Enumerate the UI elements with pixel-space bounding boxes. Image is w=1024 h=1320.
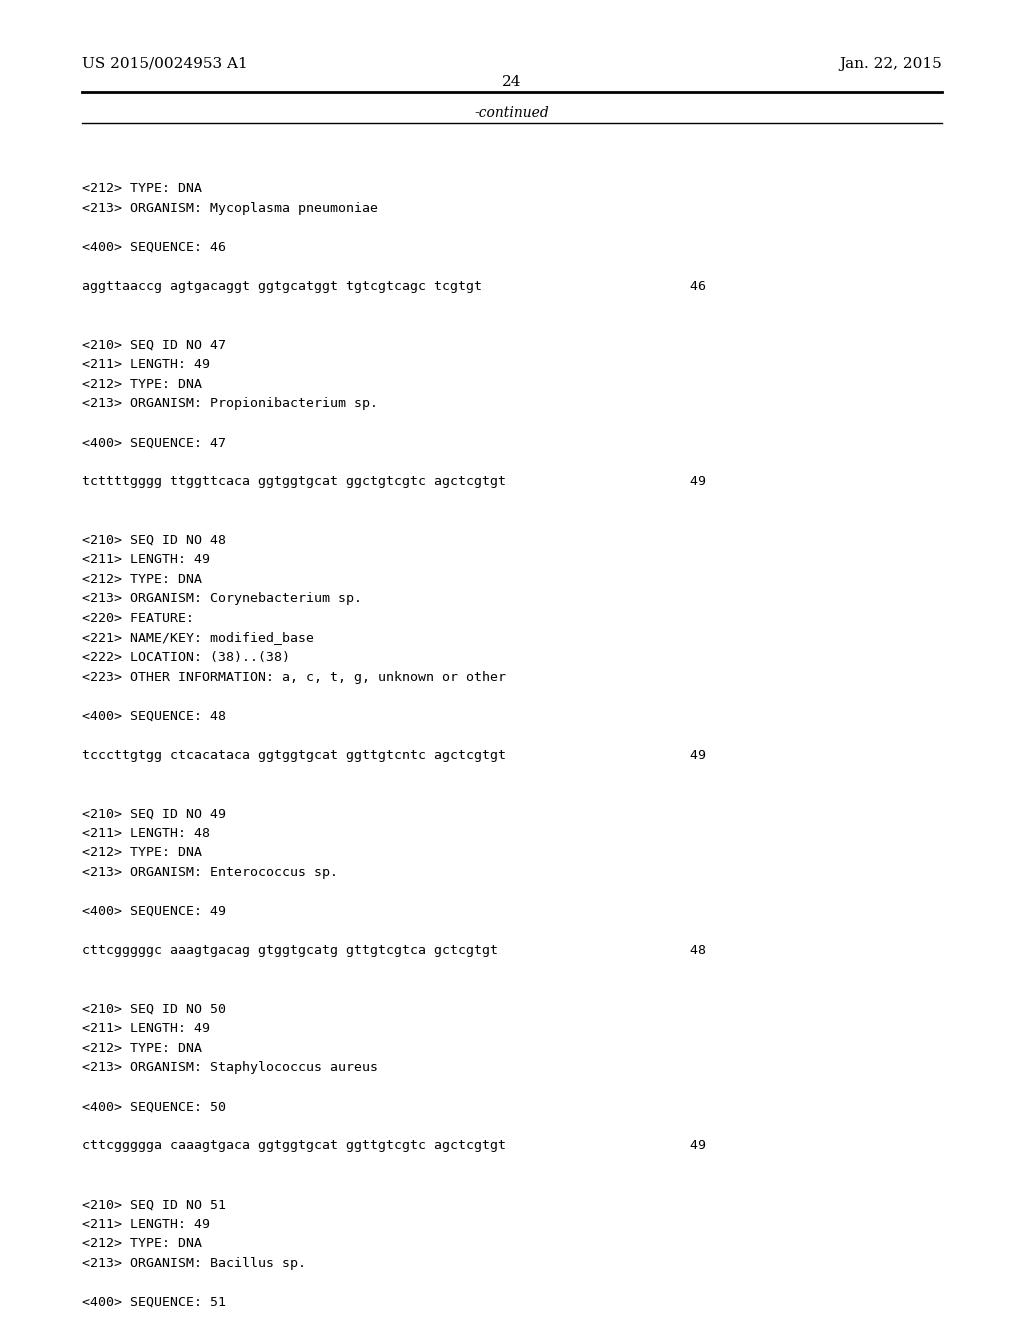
Text: aggttaaccg agtgacaggt ggtgcatggt tgtcgtcagc tcgtgt                          46: aggttaaccg agtgacaggt ggtgcatggt tgtcgtc…: [82, 280, 706, 293]
Text: <211> LENGTH: 49: <211> LENGTH: 49: [82, 358, 210, 371]
Text: <400> SEQUENCE: 46: <400> SEQUENCE: 46: [82, 240, 226, 253]
Text: <212> TYPE: DNA: <212> TYPE: DNA: [82, 846, 202, 859]
Text: <212> TYPE: DNA: <212> TYPE: DNA: [82, 182, 202, 195]
Text: <211> LENGTH: 49: <211> LENGTH: 49: [82, 553, 210, 566]
Text: <221> NAME/KEY: modified_base: <221> NAME/KEY: modified_base: [82, 631, 314, 644]
Text: <213> ORGANISM: Enterococcus sp.: <213> ORGANISM: Enterococcus sp.: [82, 866, 338, 879]
Text: 24: 24: [502, 75, 522, 90]
Text: <400> SEQUENCE: 50: <400> SEQUENCE: 50: [82, 1101, 226, 1113]
Text: <213> ORGANISM: Mycoplasma pneumoniae: <213> ORGANISM: Mycoplasma pneumoniae: [82, 202, 378, 215]
Text: <213> ORGANISM: Bacillus sp.: <213> ORGANISM: Bacillus sp.: [82, 1257, 306, 1270]
Text: cttcgggggc aaagtgacag gtggtgcatg gttgtcgtca gctcgtgt                        48: cttcgggggc aaagtgacag gtggtgcatg gttgtcg…: [82, 944, 706, 957]
Text: <400> SEQUENCE: 47: <400> SEQUENCE: 47: [82, 436, 226, 449]
Text: <213> ORGANISM: Staphylococcus aureus: <213> ORGANISM: Staphylococcus aureus: [82, 1061, 378, 1074]
Text: <223> OTHER INFORMATION: a, c, t, g, unknown or other: <223> OTHER INFORMATION: a, c, t, g, unk…: [82, 671, 506, 684]
Text: <211> LENGTH: 49: <211> LENGTH: 49: [82, 1217, 210, 1230]
Text: <220> FEATURE:: <220> FEATURE:: [82, 612, 194, 624]
Text: <210> SEQ ID NO 48: <210> SEQ ID NO 48: [82, 533, 226, 546]
Text: tcccttgtgg ctcacataca ggtggtgcat ggttgtcntc agctcgtgt                       49: tcccttgtgg ctcacataca ggtggtgcat ggttgtc…: [82, 748, 706, 762]
Text: <211> LENGTH: 49: <211> LENGTH: 49: [82, 1022, 210, 1035]
Text: <212> TYPE: DNA: <212> TYPE: DNA: [82, 378, 202, 391]
Text: Jan. 22, 2015: Jan. 22, 2015: [840, 57, 942, 71]
Text: <212> TYPE: DNA: <212> TYPE: DNA: [82, 1041, 202, 1055]
Text: <210> SEQ ID NO 50: <210> SEQ ID NO 50: [82, 1003, 226, 1015]
Text: <211> LENGTH: 48: <211> LENGTH: 48: [82, 826, 210, 840]
Text: <400> SEQUENCE: 51: <400> SEQUENCE: 51: [82, 1296, 226, 1308]
Text: <400> SEQUENCE: 48: <400> SEQUENCE: 48: [82, 710, 226, 722]
Text: <212> TYPE: DNA: <212> TYPE: DNA: [82, 1237, 202, 1250]
Text: US 2015/0024953 A1: US 2015/0024953 A1: [82, 57, 248, 71]
Text: <210> SEQ ID NO 51: <210> SEQ ID NO 51: [82, 1199, 226, 1210]
Text: -continued: -continued: [475, 106, 549, 120]
Text: tcttttgggg ttggttcaca ggtggtgcat ggctgtcgtc agctcgtgt                       49: tcttttgggg ttggttcaca ggtggtgcat ggctgtc…: [82, 475, 706, 488]
Text: <222> LOCATION: (38)..(38): <222> LOCATION: (38)..(38): [82, 651, 290, 664]
Text: <213> ORGANISM: Propionibacterium sp.: <213> ORGANISM: Propionibacterium sp.: [82, 397, 378, 411]
Text: <400> SEQUENCE: 49: <400> SEQUENCE: 49: [82, 906, 226, 917]
Text: <213> ORGANISM: Corynebacterium sp.: <213> ORGANISM: Corynebacterium sp.: [82, 593, 361, 606]
Text: <210> SEQ ID NO 47: <210> SEQ ID NO 47: [82, 338, 226, 351]
Text: <210> SEQ ID NO 49: <210> SEQ ID NO 49: [82, 808, 226, 820]
Text: cttcggggga caaagtgaca ggtggtgcat ggttgtcgtc agctcgtgt                       49: cttcggggga caaagtgaca ggtggtgcat ggttgtc…: [82, 1139, 706, 1152]
Text: <212> TYPE: DNA: <212> TYPE: DNA: [82, 573, 202, 586]
